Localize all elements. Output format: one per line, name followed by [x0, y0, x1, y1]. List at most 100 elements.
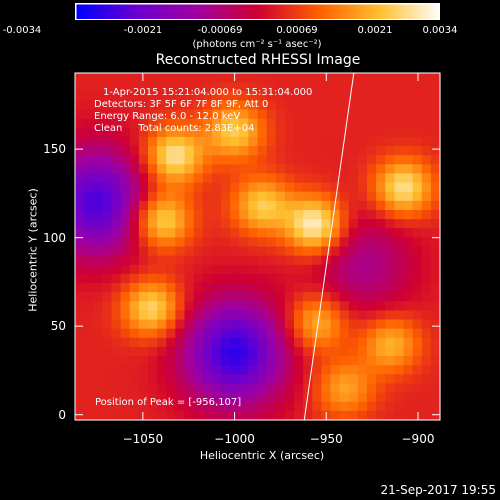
- heatmap-cell: [266, 237, 277, 248]
- heatmap-cell: [111, 182, 122, 193]
- heatmap-cell: [430, 337, 441, 348]
- heatmap-cell: [303, 219, 313, 229]
- heatmap-cell: [412, 264, 423, 275]
- heatmap-cell: [84, 228, 94, 238]
- heatmap-cell: [75, 273, 85, 284]
- heatmap-cell: [385, 319, 395, 330]
- heatmap-cell: [403, 410, 414, 421]
- heatmap-cell: [348, 136, 359, 147]
- heatmap-cell: [266, 383, 277, 394]
- heatmap-cell: [148, 209, 158, 220]
- heatmap-cell: [294, 283, 304, 293]
- heatmap-cell: [394, 127, 405, 138]
- heatmap-cell: [412, 365, 423, 375]
- heatmap-cell: [348, 127, 359, 138]
- heatmap-cell: [367, 337, 377, 348]
- heatmap-cell: [102, 301, 113, 312]
- heatmap-cell: [412, 246, 423, 257]
- heatmap-cell: [230, 228, 240, 238]
- heatmap-cell: [166, 401, 176, 412]
- heatmap-cell: [330, 283, 341, 293]
- heatmap-cell: [348, 255, 359, 266]
- heatmap-cell: [84, 374, 94, 385]
- heatmap-cell: [175, 337, 186, 348]
- heatmap-cell: [166, 255, 176, 266]
- heatmap-cell: [266, 182, 277, 193]
- heatmap-cell: [166, 273, 176, 284]
- heatmap-cell: [321, 392, 332, 403]
- heatmap-cell: [421, 200, 432, 211]
- heatmap-cell: [221, 301, 231, 312]
- heatmap-cell: [348, 100, 359, 111]
- heatmap-cell: [303, 356, 313, 366]
- heatmap-cell: [412, 209, 423, 220]
- heatmap-cell: [257, 374, 268, 385]
- heatmap-cell: [294, 200, 304, 211]
- heatmap-cell: [284, 118, 295, 129]
- heatmap-cell: [211, 209, 222, 220]
- heatmap-cell: [421, 173, 432, 184]
- heatmap-cell: [330, 182, 341, 193]
- heatmap-cell: [284, 365, 295, 375]
- heatmap-cell: [385, 374, 395, 385]
- heatmap-cell: [184, 228, 195, 238]
- heatmap-cell: [166, 410, 176, 421]
- heatmap-cell: [266, 346, 277, 357]
- heatmap-cell: [184, 246, 195, 257]
- heatmap-cell: [303, 401, 313, 412]
- heatmap-cell: [376, 136, 386, 147]
- heatmap-cell: [294, 328, 304, 339]
- heatmap-cell: [93, 383, 103, 394]
- heatmap-cell: [321, 401, 332, 412]
- heatmap-cell: [175, 191, 186, 202]
- heatmap-cell: [166, 374, 176, 385]
- heatmap-cell: [166, 383, 176, 394]
- heatmap-cell: [321, 292, 332, 302]
- heatmap-cell: [248, 401, 259, 412]
- heatmap-cell: [321, 356, 332, 366]
- heatmap-cell: [412, 392, 423, 403]
- heatmap-cell: [421, 237, 432, 248]
- heatmap-cell: [157, 146, 167, 156]
- heatmap-cell: [75, 383, 85, 394]
- heatmap-cell: [421, 164, 432, 175]
- heatmap-cell: [312, 255, 322, 266]
- heatmap-cell: [321, 319, 332, 330]
- heatmap-cell: [175, 383, 186, 394]
- heatmap-cell: [321, 283, 332, 293]
- heatmap-cell: [385, 283, 395, 293]
- heatmap-cell: [175, 356, 186, 366]
- heatmap-cell: [339, 191, 350, 202]
- heatmap-cell: [284, 392, 295, 403]
- heatmap-cell: [403, 219, 414, 229]
- heatmap-cell: [321, 365, 332, 375]
- heatmap-cell: [394, 228, 405, 238]
- heatmap-cell: [239, 200, 249, 211]
- heatmap-cell: [193, 136, 204, 147]
- heatmap-cell: [75, 374, 85, 385]
- heatmap-cell: [430, 127, 441, 138]
- heatmap-cell: [412, 191, 423, 202]
- heatmap-cell: [321, 109, 332, 120]
- heatmap-cell: [294, 73, 304, 83]
- heatmap-cell: [257, 191, 268, 202]
- heatmap-cell: [303, 91, 313, 101]
- heatmap-cell: [157, 191, 167, 202]
- heatmap-cell: [102, 410, 113, 421]
- heatmap-cell: [157, 173, 167, 184]
- heatmap-cell: [403, 264, 414, 275]
- heatmap-cell: [367, 73, 377, 83]
- heatmap-cell: [120, 109, 131, 120]
- heatmap-cell: [394, 109, 405, 120]
- heatmap-cell: [93, 374, 103, 385]
- heatmap-cell: [93, 410, 103, 421]
- heatmap-cell: [75, 73, 85, 83]
- heatmap-cell: [330, 264, 341, 275]
- heatmap-cell: [129, 136, 140, 147]
- heatmap-cell: [376, 365, 386, 375]
- heatmap-cell: [102, 155, 113, 165]
- heatmap-cell: [430, 356, 441, 366]
- heatmap-cell: [321, 273, 332, 284]
- heatmap-cell: [248, 328, 259, 339]
- heatmap-cell: [239, 410, 249, 421]
